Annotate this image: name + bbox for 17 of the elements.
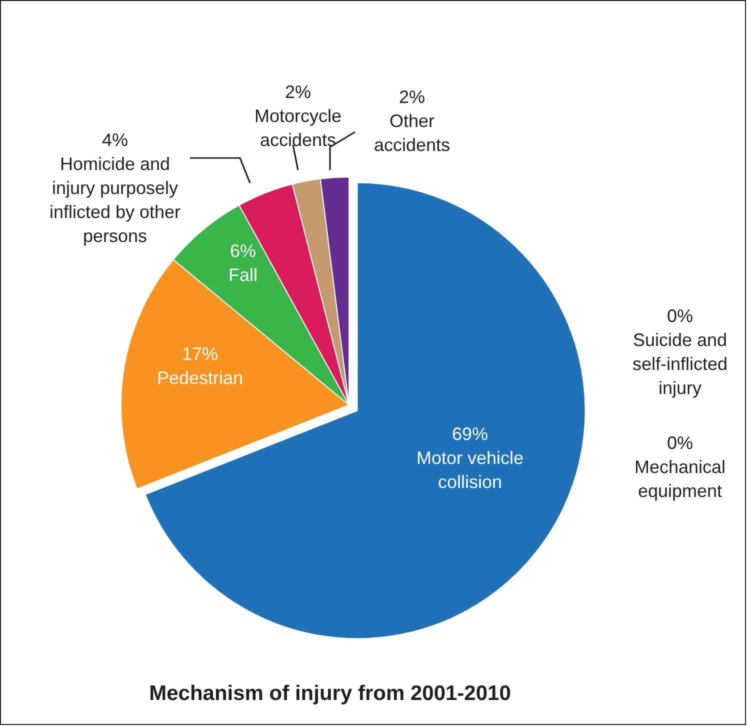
slice-label: Other accidents [374,111,450,155]
category-label: Mechanical equipment [634,457,726,501]
data-label: 4% [102,130,128,150]
data-label: 2% [398,87,426,107]
data-label: 6% [230,241,256,261]
slice-label: Motor vehicle collision [416,448,524,492]
slice-label: Pedestrian [156,368,244,388]
slice-label: Homicide and injury purposely inflicted by other persons [49,154,181,246]
text: Mechanism of injury from 2001-2010 [149,682,511,705]
text: 0% [666,306,694,326]
data-label: 2% [284,82,312,102]
text: 0% [666,433,694,453]
data-label: 69% [452,424,488,444]
slice-label: Motorcycle accidents [254,106,342,150]
slice-label: Fall [228,265,258,285]
category-label: Suicide and self-inflicted injury [632,330,728,398]
data-label: 17% [182,344,218,364]
